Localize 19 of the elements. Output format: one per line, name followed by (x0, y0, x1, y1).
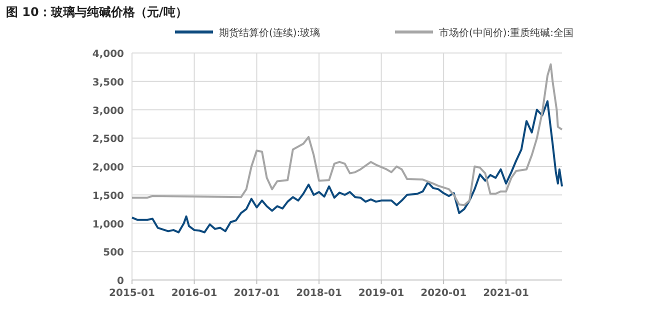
y-tick-label: 3,000 (92, 106, 124, 117)
legend-label: 期货结算价(连续):玻璃 (219, 27, 320, 39)
legend-label: 市场价(中间价):重质纯碱:全国 (439, 27, 574, 39)
chart-title: 图 10：玻璃与纯碱价格（元/吨） (6, 5, 188, 19)
x-tick-label: 2019-01 (358, 288, 404, 299)
x-tick-label: 2021-01 (483, 288, 530, 299)
x-tick-label: 2016-01 (171, 288, 218, 299)
x-tick-label: 2017-01 (234, 288, 280, 299)
y-tick-label: 2,500 (92, 134, 124, 146)
y-tick-label: 500 (103, 248, 124, 259)
x-tick-label: 2015-01 (109, 288, 155, 299)
x-tick-label: 2020-01 (420, 288, 467, 299)
x-tick-label: 2018-01 (296, 288, 342, 299)
y-tick-label: 1,500 (92, 190, 124, 202)
y-tick-label: 2,000 (92, 162, 124, 174)
y-tick-label: 0 (117, 276, 124, 287)
y-tick-label: 3,500 (92, 77, 124, 88)
y-tick-label: 1,000 (92, 219, 124, 230)
y-tick-label: 4,000 (92, 49, 124, 60)
